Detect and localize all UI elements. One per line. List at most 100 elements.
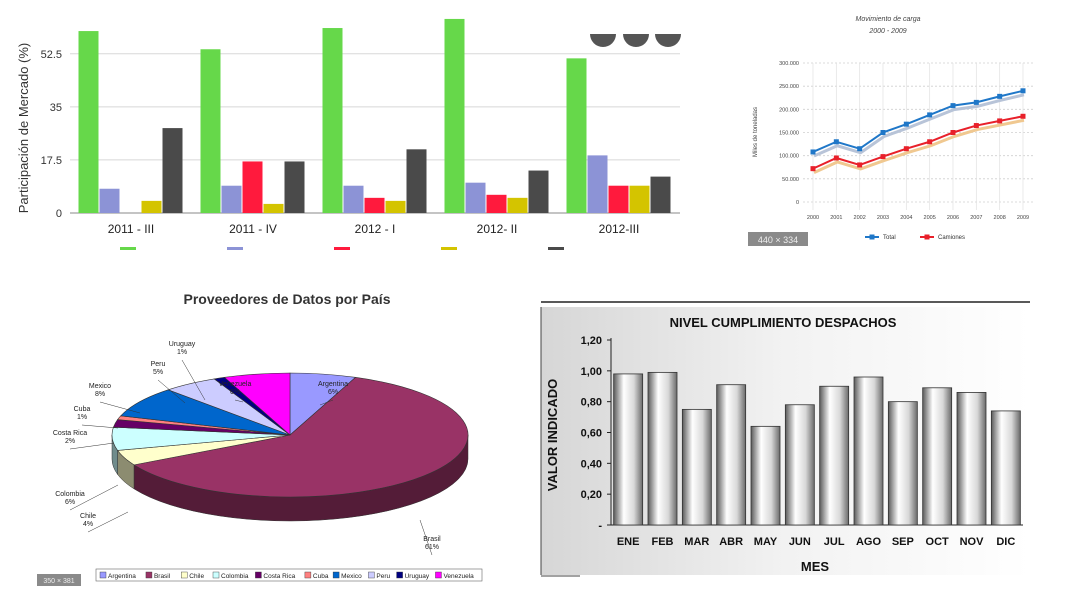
data-point [973, 123, 979, 129]
bar [853, 376, 884, 526]
legend-swatch [120, 247, 136, 250]
data-point [950, 130, 956, 135]
data-point [1020, 113, 1026, 119]
legend-swatch [548, 247, 564, 250]
series-line [812, 89, 1024, 153]
slice-label: 4% [83, 521, 93, 528]
y-tick-label: 0,20 [581, 489, 602, 501]
y-tick-label: 1,20 [581, 335, 602, 347]
leader-line [99, 401, 141, 414]
bar [99, 188, 120, 213]
legend-swatch [212, 571, 220, 579]
legend-label: Camiones [938, 235, 965, 241]
data-point [833, 155, 839, 161]
slice-label: Cuba [74, 406, 91, 413]
legend-swatch [304, 571, 312, 579]
bar [716, 384, 747, 526]
cargo-chart-subtitle: 2000 - 2009 [868, 28, 906, 35]
slice-label: Colombia [55, 491, 85, 498]
y-tick-label: 250.000 [779, 84, 799, 90]
legend-box [95, 568, 483, 582]
bar [647, 371, 678, 526]
y-tick-label: 0,40 [581, 458, 602, 470]
bar [221, 185, 242, 213]
legend-swatch [255, 571, 262, 579]
data-point [857, 162, 863, 168]
legend-swatch [334, 247, 350, 250]
x-tick-label: OCT [926, 536, 950, 548]
data-point [833, 139, 839, 145]
slice-label: 6% [230, 389, 240, 396]
x-tick-label: 2009 [1017, 215, 1029, 221]
data-point [927, 112, 933, 118]
bar [200, 49, 221, 214]
x-tick-label: 2006 [947, 215, 959, 221]
bar [343, 185, 364, 213]
series-shadow [813, 93, 1025, 158]
legend-label: Venezuela [443, 573, 474, 580]
cargo-y-axis-label: Miles de toneladas [753, 107, 759, 157]
bar [486, 194, 507, 213]
legend-swatch [227, 247, 243, 250]
bar [242, 161, 263, 213]
bar [162, 128, 183, 213]
legend-swatch [332, 571, 340, 579]
legend-swatch [396, 571, 403, 579]
bar [528, 170, 549, 213]
slice-label: Argentina [318, 381, 348, 388]
x-tick-label: NOV [960, 536, 985, 548]
legend-label: Brasil [154, 573, 171, 580]
x-tick-label: 2012 - I [355, 222, 396, 236]
data-point [903, 121, 909, 127]
slice-label: Costa Rica [53, 430, 87, 437]
legend-swatch [368, 571, 375, 579]
bar [406, 149, 427, 213]
y-tick-label: 150.000 [779, 131, 799, 137]
dispatch-compliance-chart: NIVEL CUMPLIMIENTO DESPACHOS VALOR INDIC… [540, 301, 1030, 577]
data-point [997, 93, 1003, 99]
slice-label: 1% [77, 414, 87, 421]
legend-swatch [435, 571, 442, 579]
data-point [810, 166, 816, 172]
legend-label: Cuba [313, 573, 329, 580]
x-tick-label: 2008 [994, 215, 1006, 221]
data-point [810, 149, 816, 155]
x-tick-label: SEP [892, 536, 914, 548]
data-point [973, 99, 979, 105]
x-tick-label: AGO [856, 536, 882, 548]
bar [650, 176, 671, 213]
data-point [857, 146, 863, 152]
bar [990, 410, 1021, 526]
bar [385, 200, 406, 213]
slice-label: Uruguay [169, 341, 196, 348]
bar [608, 185, 629, 213]
data-point [950, 103, 956, 109]
legend-marker [924, 234, 930, 240]
leader-line [181, 359, 206, 401]
y-tick-label: 0 [796, 200, 799, 206]
bar [613, 373, 644, 526]
y-tick-label: 0,80 [581, 397, 602, 409]
market-share-y-axis-label: Participación de Mercado (%) [16, 43, 31, 214]
x-tick-label: MAY [754, 536, 778, 548]
size-badge: 440 × 334 [758, 235, 798, 245]
size-badge-bg [748, 232, 808, 246]
y-tick-label: 100.000 [779, 154, 799, 160]
slice-label: 6% [328, 389, 338, 396]
pie-slice [223, 372, 291, 436]
bar [322, 28, 343, 213]
compliance-y-axis-label: VALOR INDICADO [545, 379, 560, 491]
x-tick-label: 2005 [924, 215, 936, 221]
cargo-line-chart: Movimiento de carga 2000 - 2009 Miles de… [748, 16, 1033, 246]
legend-swatch [99, 571, 107, 579]
x-tick-label: ENE [617, 536, 640, 548]
pie-slice [120, 389, 291, 436]
y-tick-label: 200.000 [779, 107, 799, 113]
x-tick-label: 2012- II [477, 222, 518, 236]
pie-slice [133, 377, 469, 498]
x-tick-label: MAR [684, 536, 709, 548]
x-tick-label: DIC [996, 536, 1015, 548]
x-tick-label: 2007 [970, 215, 982, 221]
legend-label: Chile [189, 573, 204, 580]
legend-label: Peru [376, 573, 390, 580]
